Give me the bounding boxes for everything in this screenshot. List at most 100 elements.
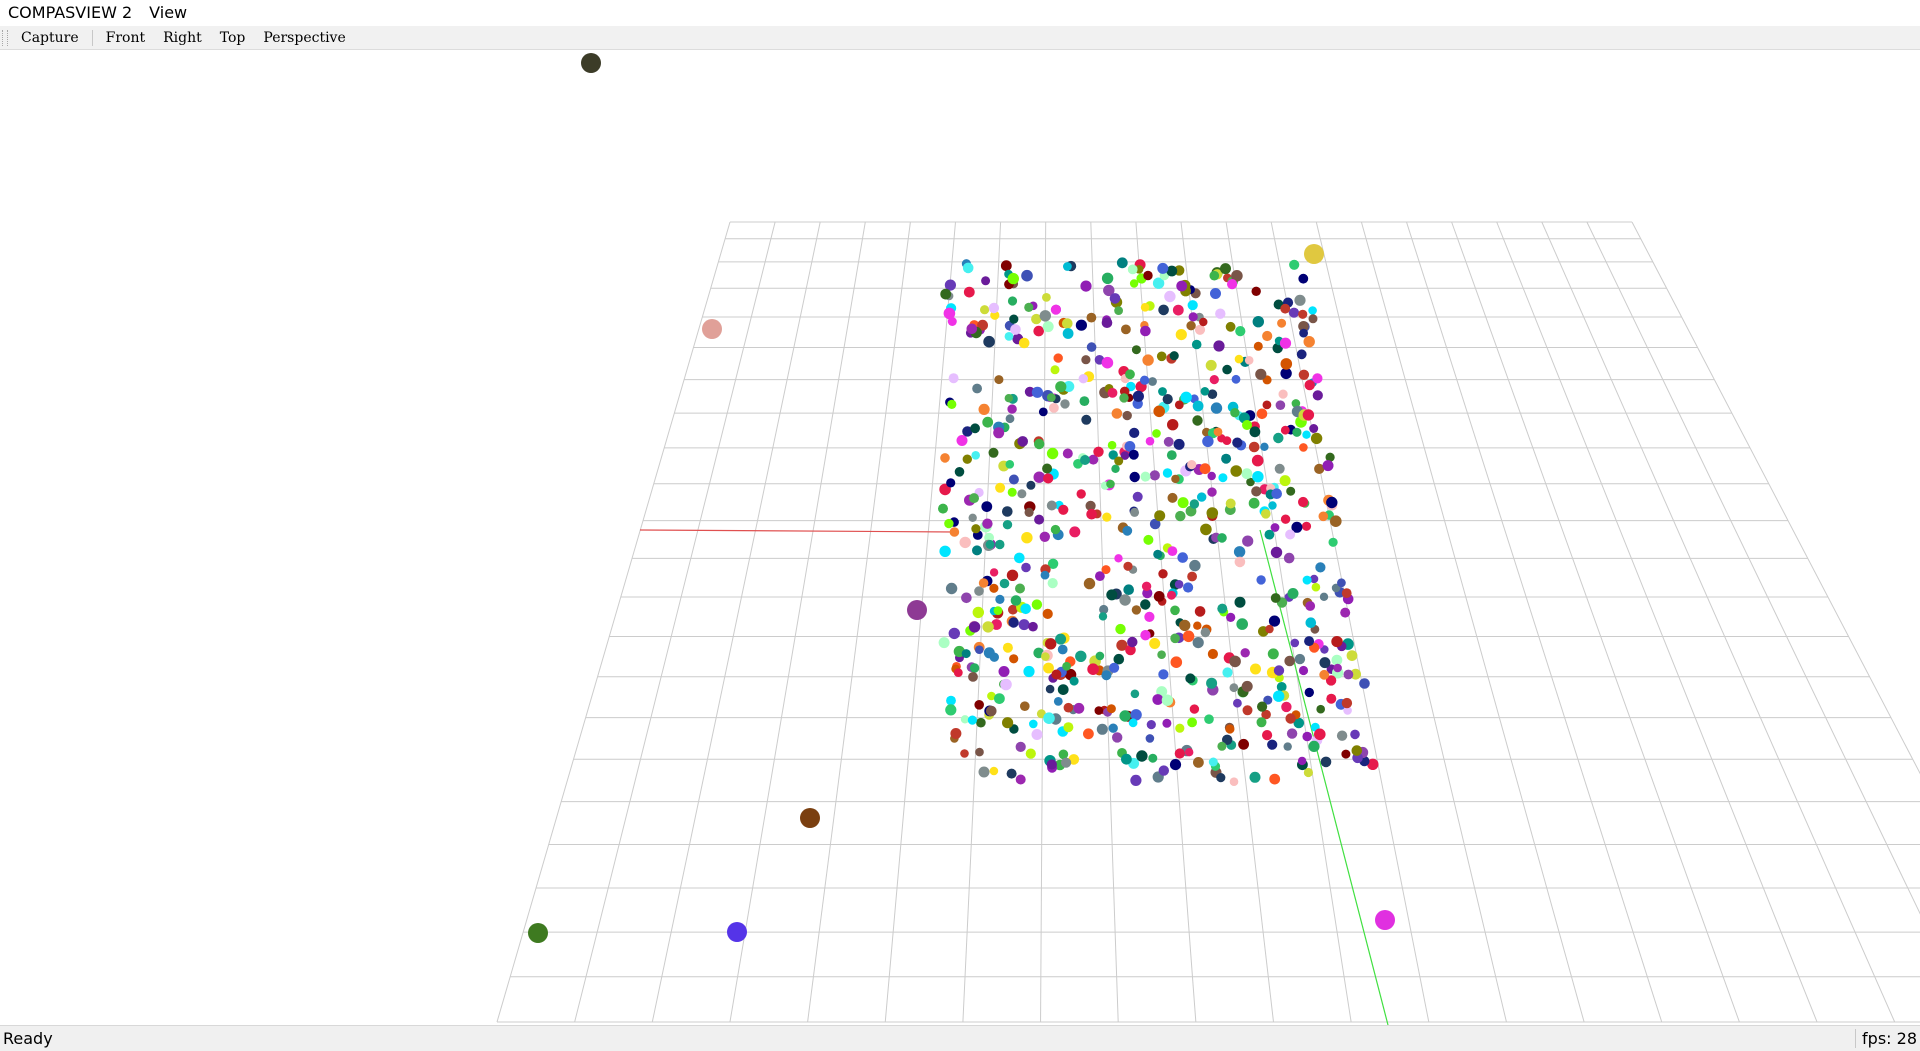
point [1262,730,1273,741]
point [1023,665,1035,678]
point [1063,262,1072,271]
point [1009,314,1019,324]
front-view-button[interactable]: Front [105,29,146,46]
point [1298,369,1310,380]
point [1108,723,1118,733]
point [1205,359,1217,371]
point [1021,562,1031,573]
point [1234,556,1246,568]
view-toolbar: Capture Front Right Top Perspective [0,26,1920,50]
point [1162,394,1173,405]
point [1167,590,1176,600]
point [1183,582,1194,593]
point [993,606,1003,615]
point [944,279,957,291]
point [1033,325,1044,337]
point [1302,409,1315,421]
capture-button[interactable]: Capture [21,29,79,46]
top-view-button[interactable]: Top [219,29,246,46]
point [1164,290,1176,303]
point [1098,612,1108,621]
point [1062,318,1073,329]
point [1114,554,1123,563]
point [1225,498,1236,509]
point [1031,313,1042,325]
point [1152,694,1164,705]
point [1153,591,1165,602]
point [1238,738,1249,750]
point [1069,676,1079,686]
point [1180,391,1192,403]
point [1140,325,1151,337]
point [1088,454,1099,465]
point [1270,546,1283,559]
right-view-button[interactable]: Right [163,29,202,46]
point [1149,470,1160,481]
point [1252,316,1265,328]
point [1010,324,1021,335]
point [1083,728,1094,740]
point [1188,312,1198,322]
point [1303,767,1313,778]
point [1119,393,1129,403]
perspective-view-button[interactable]: Perspective [263,29,346,46]
point [1192,637,1204,649]
point [1170,656,1183,668]
point [1285,529,1296,540]
point [1215,308,1226,319]
point [978,403,990,415]
point [978,766,990,778]
point [1115,623,1126,635]
point [963,286,975,298]
point [1209,375,1219,385]
app-title: COMPASVIEW 2 [8,3,133,22]
point [1057,684,1069,695]
point [972,606,984,619]
point [1099,604,1109,615]
grid-line [1180,221,1274,1023]
outlier-point [702,319,722,339]
point [1061,757,1072,768]
point [1309,574,1319,584]
point [1145,436,1155,446]
point-cloud [938,257,1379,787]
point [1301,521,1312,531]
point [1154,510,1166,522]
point [1131,605,1142,615]
point [1226,612,1236,623]
point [1005,460,1015,469]
point [1010,595,1022,606]
point [948,627,960,640]
point [953,668,963,677]
point [1175,723,1185,733]
point [1298,273,1309,284]
point [1267,739,1278,750]
point [1187,571,1197,582]
point [1146,720,1156,730]
outlier-point [528,923,548,943]
point [971,451,980,460]
scene-canvas[interactable] [0,50,1920,1025]
3d-viewport[interactable] [0,50,1920,1025]
point [1283,742,1292,751]
point [1143,534,1154,545]
point [1029,719,1038,729]
point [1221,453,1232,464]
status-bar: Ready fps: 28 [0,1025,1920,1051]
point [1294,653,1306,665]
point [1280,303,1291,314]
point [1085,500,1096,511]
point [1285,713,1296,724]
point [1050,524,1061,535]
grid-line [1315,221,1507,1023]
point [1216,773,1226,783]
point [970,423,980,434]
point [1187,460,1197,470]
point [1148,377,1157,386]
point [968,621,981,633]
menu-view[interactable]: View [149,3,188,22]
point [1319,669,1330,680]
toolbar-drag-handle[interactable] [2,29,8,46]
point [1107,440,1117,450]
point [993,427,1005,439]
